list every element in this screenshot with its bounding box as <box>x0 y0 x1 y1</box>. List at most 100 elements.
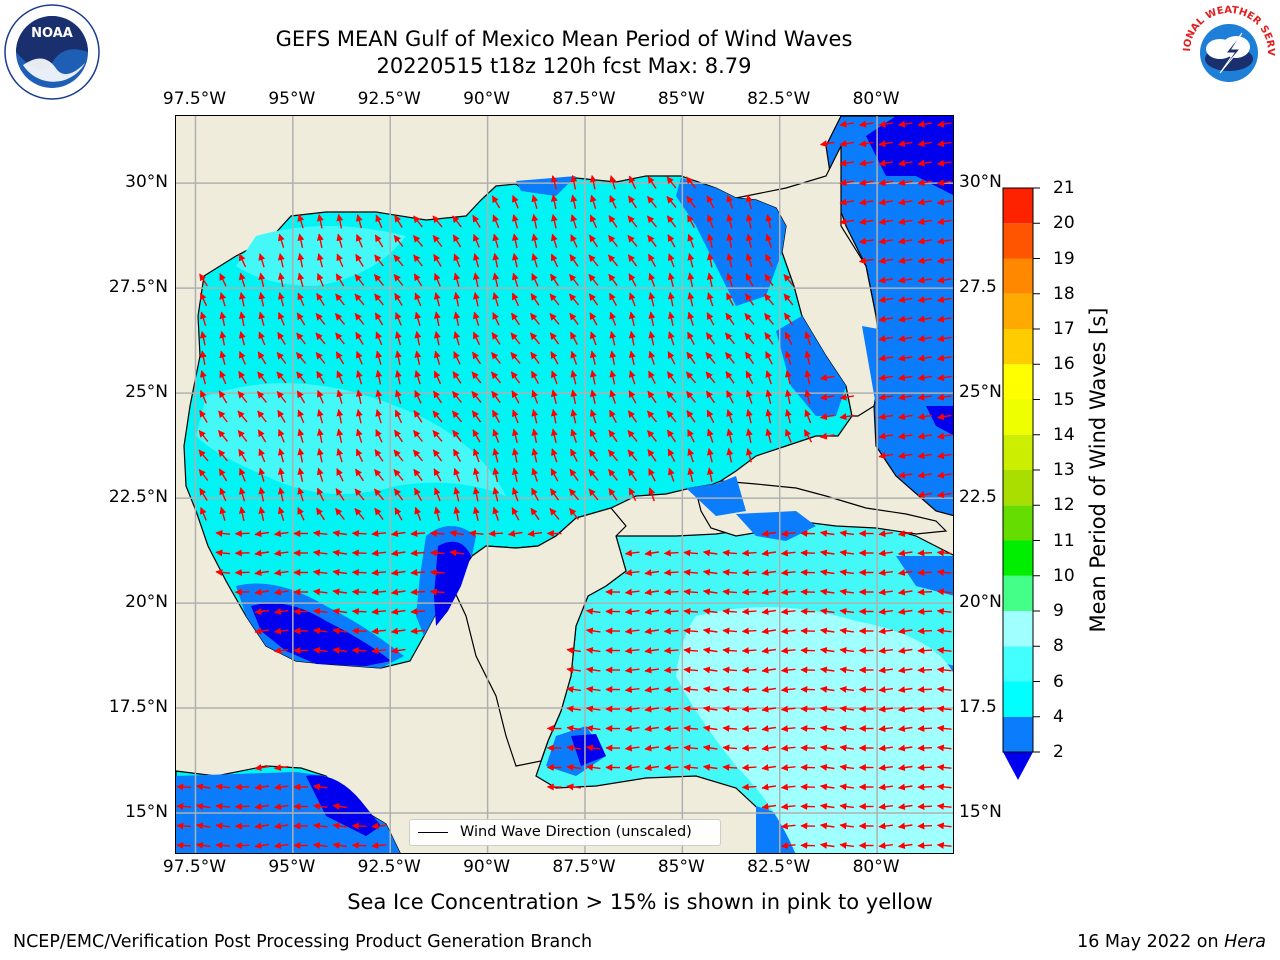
wave-direction-arrow <box>316 214 324 229</box>
wave-direction-arrow <box>897 140 913 148</box>
wave-direction-arrow <box>316 292 325 306</box>
wave-direction-arrow <box>609 370 617 385</box>
wave-direction-arrow <box>627 235 638 247</box>
wave-direction-arrow <box>273 608 289 616</box>
wave-direction-arrow <box>238 311 246 327</box>
wave-direction-arrow <box>375 429 383 443</box>
wave-direction-arrow <box>254 608 270 616</box>
wave-direction-arrow <box>897 725 913 733</box>
colorbar-tick-label: 13 <box>1053 460 1075 480</box>
wave-direction-arrow <box>198 449 209 462</box>
wave-direction-arrow <box>316 487 325 502</box>
wave-direction-arrow <box>780 744 796 752</box>
wave-direction-arrow <box>628 390 637 404</box>
wave-direction-arrow <box>917 120 933 128</box>
wave-direction-arrow <box>644 705 660 713</box>
wave-direction-arrow <box>764 313 774 325</box>
wave-direction-arrow <box>765 214 773 229</box>
wave-direction-arrow <box>472 253 480 268</box>
colorbar-level <box>1003 575 1033 611</box>
wave-direction-arrow <box>273 647 289 655</box>
wave-direction-arrow <box>278 428 285 443</box>
wave-direction-arrow <box>819 432 835 440</box>
wave-direction-arrow <box>492 428 500 443</box>
wave-direction-arrow <box>686 351 696 365</box>
wave-direction-arrow <box>917 218 933 226</box>
wave-direction-arrow <box>507 530 523 538</box>
wave-direction-arrow <box>492 448 500 463</box>
lon-label-top: 85°W <box>657 89 705 109</box>
wave-direction-arrow <box>761 647 777 655</box>
wave-direction-arrow <box>683 646 699 654</box>
wave-direction-arrow <box>316 467 324 482</box>
wave-direction-arrow <box>336 428 344 443</box>
wave-direction-arrow <box>858 237 874 245</box>
wave-direction-arrow <box>297 409 305 424</box>
wave-direction-arrow <box>839 140 855 148</box>
wave-direction-arrow <box>530 312 540 325</box>
wave-direction-arrow <box>936 432 952 440</box>
wave-direction-arrow <box>609 331 617 346</box>
wave-direction-arrow <box>784 428 792 443</box>
wave-direction-arrow <box>549 488 560 501</box>
wave-direction-arrow <box>878 530 893 538</box>
wave-direction-arrow <box>432 234 443 247</box>
wave-direction-arrow <box>413 487 423 501</box>
wave-direction-arrow <box>917 354 933 362</box>
wave-direction-arrow <box>624 764 640 772</box>
wave-direction-arrow <box>492 292 500 307</box>
wave-direction-arrow <box>491 195 501 209</box>
map-legend: Wind Wave Direction (unscaled) <box>409 819 721 846</box>
wave-direction-arrow <box>936 724 952 732</box>
wave-direction-arrow <box>936 218 952 226</box>
wave-direction-arrow <box>432 215 443 228</box>
wave-direction-arrow <box>219 330 227 346</box>
wave-direction-arrow <box>375 331 383 346</box>
wave-direction-arrow <box>897 374 913 382</box>
wave-direction-arrow <box>317 272 324 287</box>
wave-direction-arrow <box>761 725 777 733</box>
wave-direction-arrow <box>917 140 933 148</box>
wave-direction-arrow <box>839 159 855 167</box>
lon-label-top: 97.5°W <box>162 89 227 109</box>
wave-direction-arrow <box>394 370 402 385</box>
wave-direction-arrow <box>549 332 560 345</box>
wave-direction-arrow <box>624 725 640 733</box>
wave-direction-arrow <box>199 331 207 346</box>
wave-direction-arrow <box>624 549 640 557</box>
colorbar-tick-label: 6 <box>1053 671 1064 692</box>
wave-direction-arrow <box>375 214 383 229</box>
colorbar <box>1002 187 1040 780</box>
wave-direction-arrow <box>878 179 894 187</box>
wave-direction-arrow <box>589 331 597 346</box>
wave-direction-arrow <box>550 253 559 268</box>
wave-direction-arrow <box>648 350 656 365</box>
wave-direction-arrow <box>336 370 344 385</box>
wave-direction-arrow <box>570 174 578 190</box>
wave-direction-arrow <box>413 410 423 423</box>
wave-direction-arrow <box>666 429 677 443</box>
wave-direction-arrow <box>666 391 677 403</box>
wave-direction-arrow <box>687 292 695 307</box>
wave-direction-arrow <box>741 588 757 596</box>
wave-direction-arrow <box>390 647 406 655</box>
legend-label: Wind Wave Direction (unscaled) <box>460 824 692 840</box>
lon-label-top: 92.5°W <box>357 89 421 109</box>
wave-direction-arrow <box>589 234 598 248</box>
wave-direction-arrow <box>570 448 578 463</box>
wave-direction-arrow <box>199 273 208 287</box>
wave-direction-arrow <box>784 331 793 346</box>
wave-direction-arrow <box>549 508 560 520</box>
wave-direction-arrow <box>471 410 482 423</box>
wave-direction-arrow <box>663 569 679 577</box>
wave-direction-arrow <box>429 529 445 537</box>
wave-direction-arrow <box>218 390 228 404</box>
wave-direction-arrow <box>429 568 445 576</box>
wave-direction-arrow <box>897 666 913 674</box>
wave-direction-arrow <box>238 506 246 522</box>
wave-direction-arrow <box>550 370 558 385</box>
wave-direction-arrow <box>706 428 714 443</box>
wave-direction-arrow <box>667 234 676 248</box>
wave-direction-arrow <box>273 822 289 830</box>
wave-direction-arrow <box>200 389 207 404</box>
